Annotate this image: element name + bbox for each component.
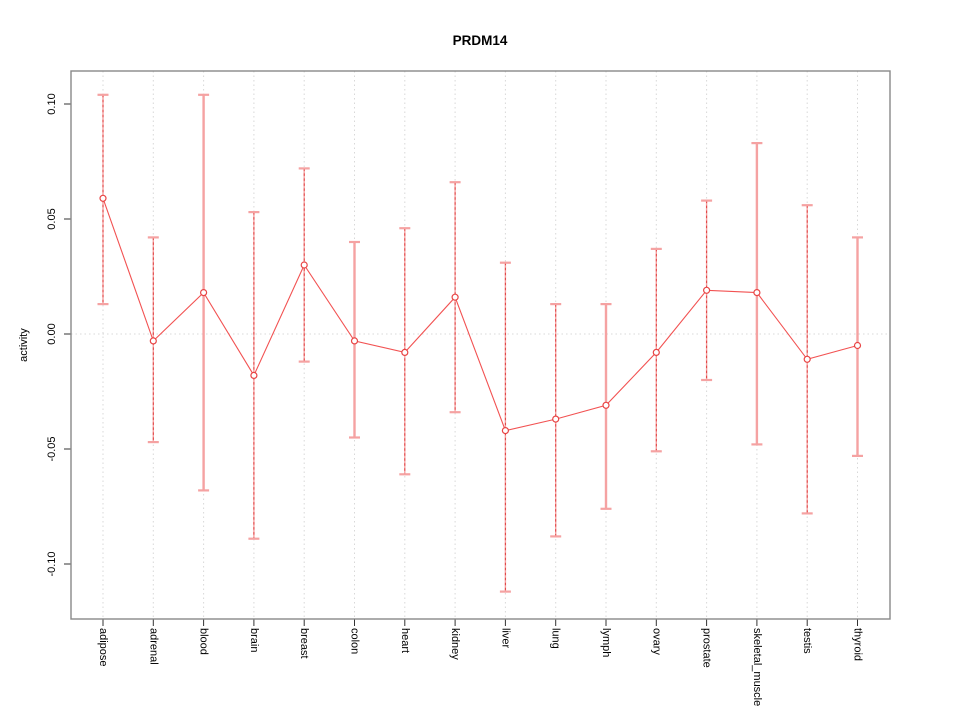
y-tick-label: -0.10	[46, 551, 58, 576]
data-point	[602, 401, 610, 409]
x-category-label: brain	[248, 628, 260, 652]
data-point	[300, 261, 308, 269]
y-tick-label: 0.10	[46, 93, 58, 114]
y-axis-title: activity	[18, 328, 30, 362]
x-category-label: thyroid	[852, 628, 864, 661]
data-point	[803, 355, 811, 363]
x-category-label: lymph	[600, 628, 612, 657]
data-point	[753, 289, 761, 297]
plot-border	[70, 70, 891, 620]
y-tick-label: 0.00	[46, 323, 58, 344]
x-category-label: ovary	[650, 628, 662, 655]
data-point	[501, 427, 509, 435]
data-point	[702, 286, 711, 294]
x-category-label: lung	[550, 628, 562, 649]
chart-title: PRDM14	[453, 33, 508, 48]
data-point	[552, 415, 560, 423]
x-category-label: liver	[499, 628, 511, 649]
data-point	[99, 194, 107, 202]
y-tick-label: 0.05	[46, 208, 58, 229]
data-point	[250, 371, 258, 379]
data-point	[350, 337, 359, 345]
x-category-label: adipose	[97, 628, 109, 667]
data-point	[200, 289, 208, 297]
y-tick-label: -0.05	[46, 436, 58, 461]
x-category-label: breast	[298, 628, 310, 659]
x-category-label: skeletal_muscle	[751, 628, 763, 706]
data-point	[853, 341, 862, 350]
x-category-label: blood	[198, 628, 210, 655]
data-point	[652, 348, 660, 356]
x-category-label: testis	[801, 628, 813, 654]
x-category-label: prostate	[701, 628, 713, 668]
data-point	[401, 348, 409, 356]
data-point	[451, 293, 459, 301]
series-line	[102, 198, 858, 432]
x-category-label: adrenal	[147, 628, 159, 665]
x-category-label: kidney	[449, 628, 461, 660]
data-point	[149, 337, 157, 345]
x-category-label: heart	[399, 628, 411, 653]
x-category-label: colon	[349, 628, 361, 654]
